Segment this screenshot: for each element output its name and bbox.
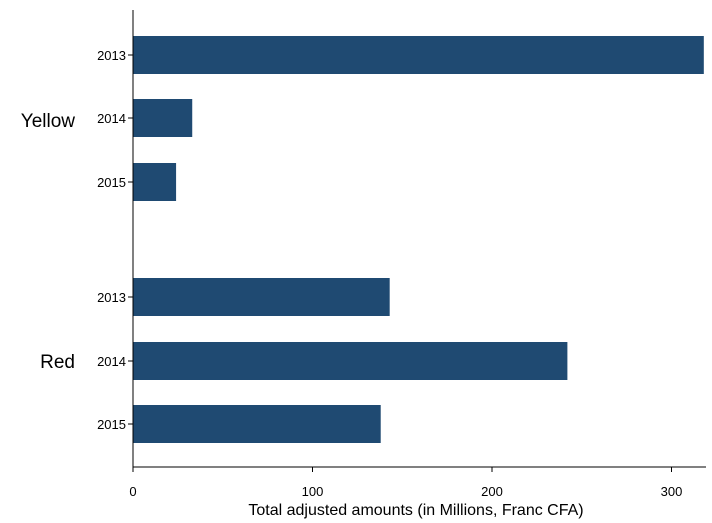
bar-red-2014 (133, 342, 568, 380)
group-label-red: Red (40, 352, 75, 373)
x-ticks-layer: 0 100 200 300 (129, 467, 682, 499)
x-axis-title: Total adjusted amounts (in Millions, Fra… (248, 502, 583, 519)
x-tick-label: 200 (481, 484, 503, 499)
group-label-yellow: Yellow (21, 111, 76, 132)
year-label: 2014 (97, 354, 126, 369)
bar-red-2015 (133, 405, 381, 443)
year-label: 2015 (97, 175, 126, 190)
bar-yellow-2014 (133, 99, 193, 137)
bar-red-2013 (133, 278, 390, 316)
bar-yellow-2015 (133, 163, 177, 201)
x-tick-label: 100 (302, 484, 324, 499)
year-label: 2014 (97, 111, 126, 126)
year-label: 2015 (97, 417, 126, 432)
x-tick-label: 0 (129, 484, 136, 499)
bar-yellow-2013 (133, 36, 704, 74)
year-label: 2013 (97, 290, 126, 305)
year-label: 2013 (97, 48, 126, 63)
bars-layer (133, 36, 704, 443)
year-labels-layer: 2013 2014 2015 2013 2014 2015 (97, 48, 133, 432)
x-tick-label: 300 (661, 484, 683, 499)
group-labels-layer: Yellow Red (21, 111, 76, 373)
